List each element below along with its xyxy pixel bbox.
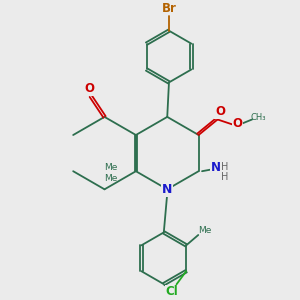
Text: Me: Me [199,226,212,236]
Text: Me: Me [105,163,118,172]
Text: O: O [84,82,94,95]
Text: N: N [162,183,172,196]
Text: O: O [215,105,225,119]
Text: CH₃: CH₃ [250,112,266,122]
Text: H: H [221,162,229,172]
Text: H: H [221,172,229,182]
Text: Br: Br [161,2,176,15]
Text: N: N [211,160,220,174]
Text: Cl: Cl [165,285,178,298]
Text: O: O [232,118,243,130]
Text: Me: Me [105,174,118,183]
